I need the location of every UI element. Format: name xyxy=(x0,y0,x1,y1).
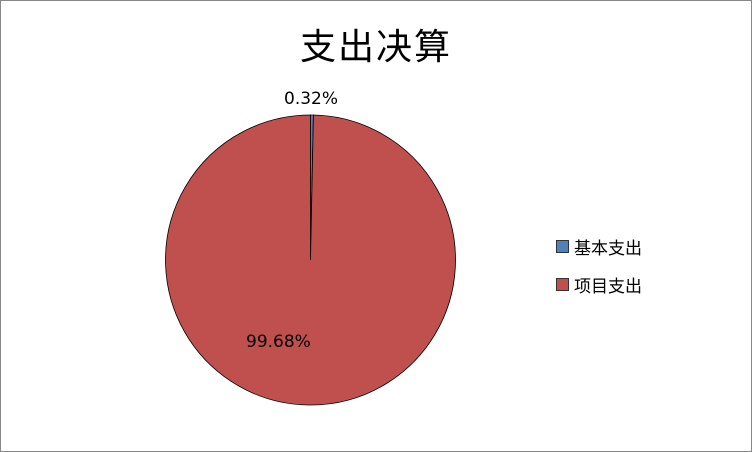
legend-item-basic: 基本支出 xyxy=(556,234,642,259)
chart-title: 支出决算 xyxy=(299,27,452,68)
legend-swatch xyxy=(556,278,569,291)
pie-slice-project xyxy=(165,114,456,406)
legend-swatch xyxy=(556,240,569,253)
data-label-project: 99.68% xyxy=(246,332,311,352)
legend-label: 基本支出 xyxy=(574,239,642,259)
data-label-basic: 0.32% xyxy=(284,89,339,109)
legend-label: 项目支出 xyxy=(574,277,642,297)
legend-item-project: 项目支出 xyxy=(556,272,642,297)
